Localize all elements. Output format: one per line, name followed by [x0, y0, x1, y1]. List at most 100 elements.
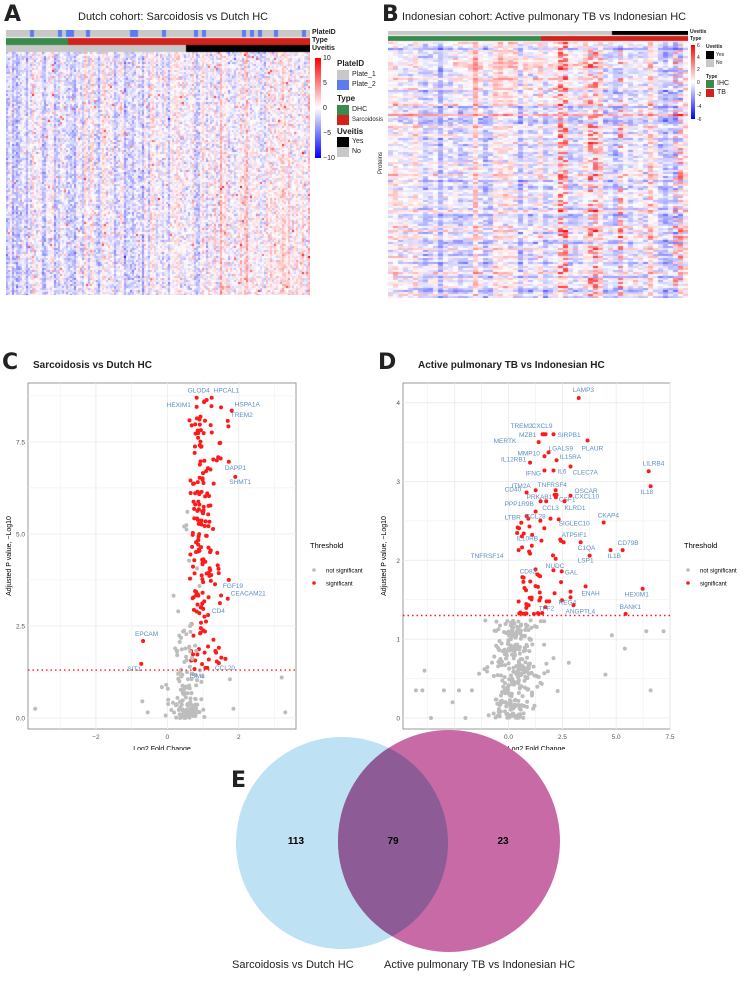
point-significant: [208, 548, 213, 553]
point-not-significant: [483, 618, 488, 623]
point-not-significant: [526, 663, 531, 668]
point-significant: [521, 531, 526, 536]
point-not-significant: [525, 699, 530, 704]
gene-label: DAPP1: [225, 465, 247, 472]
point-significant: [206, 613, 211, 618]
point-labeled: [539, 538, 544, 543]
point-not-significant: [518, 657, 523, 662]
swatch-dhc: [337, 105, 349, 115]
point-significant: [543, 605, 548, 610]
point-not-significant: [180, 707, 185, 712]
point-significant: [213, 582, 218, 587]
x-tick-label: 2.5: [558, 734, 567, 741]
point-significant: [226, 424, 231, 429]
point-significant: [199, 522, 204, 527]
point-significant: [568, 589, 573, 594]
point-significant: [195, 592, 200, 597]
y-axis-label: Adjusted P value, −Log10: [6, 516, 13, 596]
heatmap-b: [388, 31, 688, 298]
point-not-significant: [199, 679, 204, 684]
point-significant: [199, 518, 204, 523]
point-significant: [209, 573, 214, 578]
point-significant: [191, 499, 196, 504]
point-significant: [196, 507, 201, 512]
point-not-significant: [495, 673, 500, 678]
legend-b-uveitis-title: Uveitis: [706, 44, 723, 50]
point-not-significant: [502, 675, 507, 680]
colorbar-tick-label: -2: [697, 91, 702, 98]
point-not-significant: [648, 688, 653, 693]
gene-label: GAL: [565, 569, 578, 576]
legend-dhc: DHC: [352, 106, 368, 113]
gene-label: CCL3: [542, 505, 559, 512]
point-not-significant: [189, 677, 194, 682]
point-significant: [202, 650, 207, 655]
point-not-significant: [518, 623, 523, 628]
point-significant: [216, 571, 221, 576]
legend-ihc: IHC: [717, 80, 730, 87]
gene-label: CKAP4: [598, 513, 620, 520]
point-not-significant: [193, 643, 198, 648]
point-labeled: [576, 395, 581, 400]
point-significant: [197, 462, 202, 467]
point-not-significant: [508, 704, 513, 709]
plot-frame: [402, 382, 671, 730]
point-not-significant: [531, 664, 536, 669]
point-not-significant: [500, 649, 505, 654]
point-not-significant: [178, 715, 183, 720]
legend-plate2: Plate_2: [352, 81, 376, 88]
gene-label: PLAUR: [582, 446, 604, 453]
point-labeled: [216, 661, 221, 666]
point-not-significant: [508, 693, 513, 698]
point-not-significant: [525, 676, 530, 681]
point-labeled: [546, 450, 551, 455]
point-significant: [211, 481, 216, 486]
point-not-significant: [180, 698, 185, 703]
point-not-significant: [191, 713, 196, 718]
point-labeled: [578, 540, 583, 545]
point-not-significant: [506, 684, 511, 689]
point-labeled: [568, 464, 573, 469]
point-not-significant: [227, 677, 232, 682]
gene-label: LGALS9: [549, 445, 574, 452]
point-not-significant: [492, 654, 497, 659]
point-significant: [201, 480, 206, 485]
point-not-significant: [515, 629, 520, 634]
point-significant: [195, 652, 200, 657]
point-significant: [204, 619, 209, 624]
annot-row-uveitis-b: Uveitis: [690, 29, 707, 35]
point-labeled: [194, 404, 199, 409]
panel-label-e: E: [231, 768, 247, 793]
point-not-significant: [497, 648, 502, 653]
venn-count-overlap: 79: [387, 836, 399, 847]
point-not-significant: [501, 684, 506, 689]
point-significant: [196, 435, 201, 440]
point-significant: [219, 405, 224, 410]
y-tick-label: 4: [396, 400, 400, 407]
point-labeled: [521, 575, 526, 580]
gene-label: IL1B: [608, 553, 621, 560]
point-not-significant: [512, 698, 517, 703]
point-not-significant: [508, 673, 513, 678]
annot-row-plateid: PlateID: [312, 29, 336, 36]
point-labeled: [209, 395, 214, 400]
point-significant: [528, 579, 533, 584]
point-not-significant: [517, 645, 522, 650]
point-not-significant: [502, 700, 507, 705]
point-not-significant: [184, 527, 189, 532]
point-not-significant: [544, 661, 549, 666]
point-not-significant: [609, 633, 614, 638]
point-not-significant: [513, 715, 518, 720]
y-tick-label: 2.5: [16, 623, 25, 630]
point-not-significant: [189, 691, 194, 696]
gene-label: BANK1: [620, 604, 642, 611]
point-not-significant: [193, 673, 198, 678]
legend-b-type-title: Type: [706, 74, 718, 80]
point-not-significant: [507, 633, 512, 638]
point-not-significant: [187, 709, 192, 714]
point-not-significant: [503, 651, 508, 656]
point-significant: [209, 430, 214, 435]
point-labeled: [536, 440, 541, 445]
swatch-uveitis-yes: [337, 137, 349, 147]
